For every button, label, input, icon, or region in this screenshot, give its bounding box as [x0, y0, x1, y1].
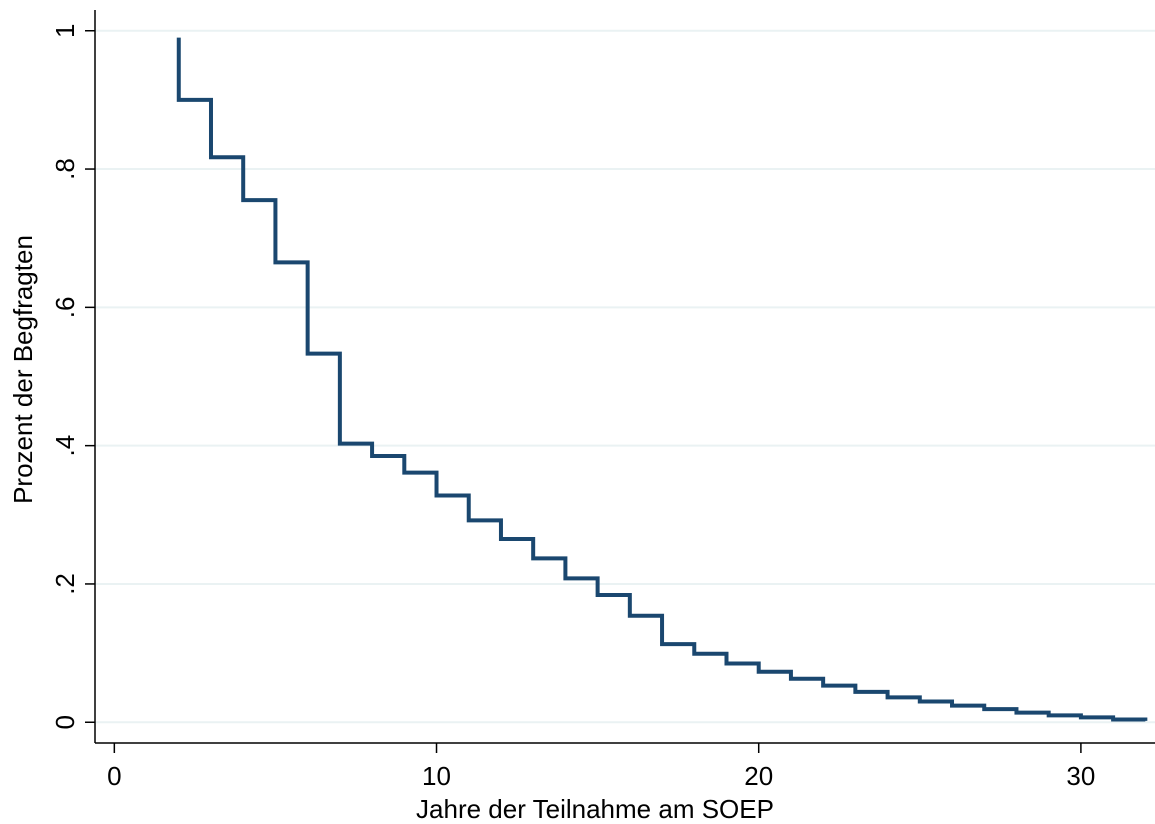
- y-tick-label-2: .4: [50, 435, 80, 457]
- x-tick-label-3: 30: [1066, 761, 1095, 791]
- y-tick-label-1: .2: [50, 573, 80, 595]
- y-tick-label-4: .8: [50, 158, 80, 180]
- grid-lines: [95, 29, 1155, 724]
- x-axis-title: Jahre der Teilnahme am SOEP: [416, 794, 774, 824]
- series-line: [176, 37, 1148, 722]
- y-tick-label-3: .6: [50, 297, 80, 319]
- x-tick-label-0: 0: [107, 761, 121, 791]
- y-axis: 0 .2 .4 .6 .8 1: [50, 10, 96, 743]
- x-tick-label-2: 20: [744, 761, 773, 791]
- y-axis-title: Prozent der Begfragten: [8, 235, 38, 504]
- x-tick-label-1: 10: [422, 761, 451, 791]
- y-tick-label-0: 0: [50, 715, 80, 729]
- x-axis: 0 10 20 30: [95, 742, 1155, 791]
- y-tick-label-5: 1: [50, 24, 80, 38]
